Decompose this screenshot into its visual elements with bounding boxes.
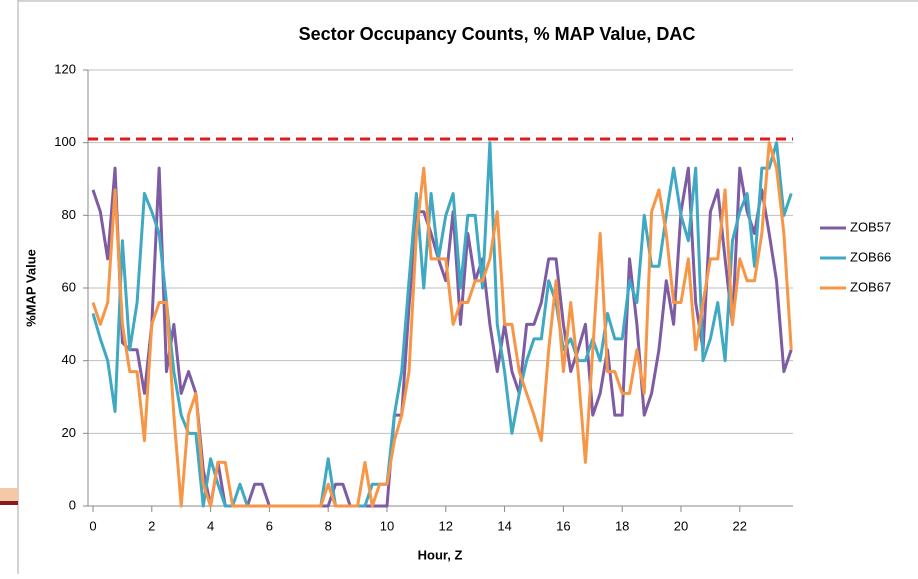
y-axis-label: %MAP Value — [23, 249, 38, 327]
x-tick-label: 12 — [439, 518, 453, 533]
y-tick-label: 100 — [54, 134, 76, 149]
series-line — [91, 141, 793, 508]
legend-label: ZOB57 — [850, 219, 891, 234]
legend-label: ZOB67 — [850, 279, 891, 294]
series-line — [91, 141, 793, 508]
x-tick-label: 10 — [380, 518, 394, 533]
y-tick-label: 120 — [54, 61, 76, 76]
side-marker — [0, 501, 18, 505]
y-tick-label: 60 — [62, 279, 76, 294]
x-tick-label: 6 — [266, 518, 273, 533]
x-tick-label: 14 — [497, 518, 511, 533]
y-tick-label: 40 — [62, 352, 76, 367]
x-tick-label: 22 — [733, 518, 747, 533]
x-tick-label: 20 — [674, 518, 688, 533]
x-tick-label: 18 — [615, 518, 629, 533]
legend-label: ZOB66 — [850, 249, 891, 264]
x-axis-label: Hour, Z — [418, 547, 463, 562]
x-tick-label: 2 — [148, 518, 155, 533]
x-tick-label: 0 — [89, 518, 96, 533]
x-tick-label: 16 — [556, 518, 570, 533]
y-tick-label: 20 — [62, 425, 76, 440]
y-tick-label: 80 — [62, 207, 76, 222]
chart-title: Sector Occupancy Counts, % MAP Value, DA… — [299, 24, 696, 44]
side-marker — [0, 488, 18, 504]
y-tick-label: 0 — [69, 497, 76, 512]
x-tick-label: 8 — [325, 518, 332, 533]
x-tick-label: 4 — [207, 518, 214, 533]
